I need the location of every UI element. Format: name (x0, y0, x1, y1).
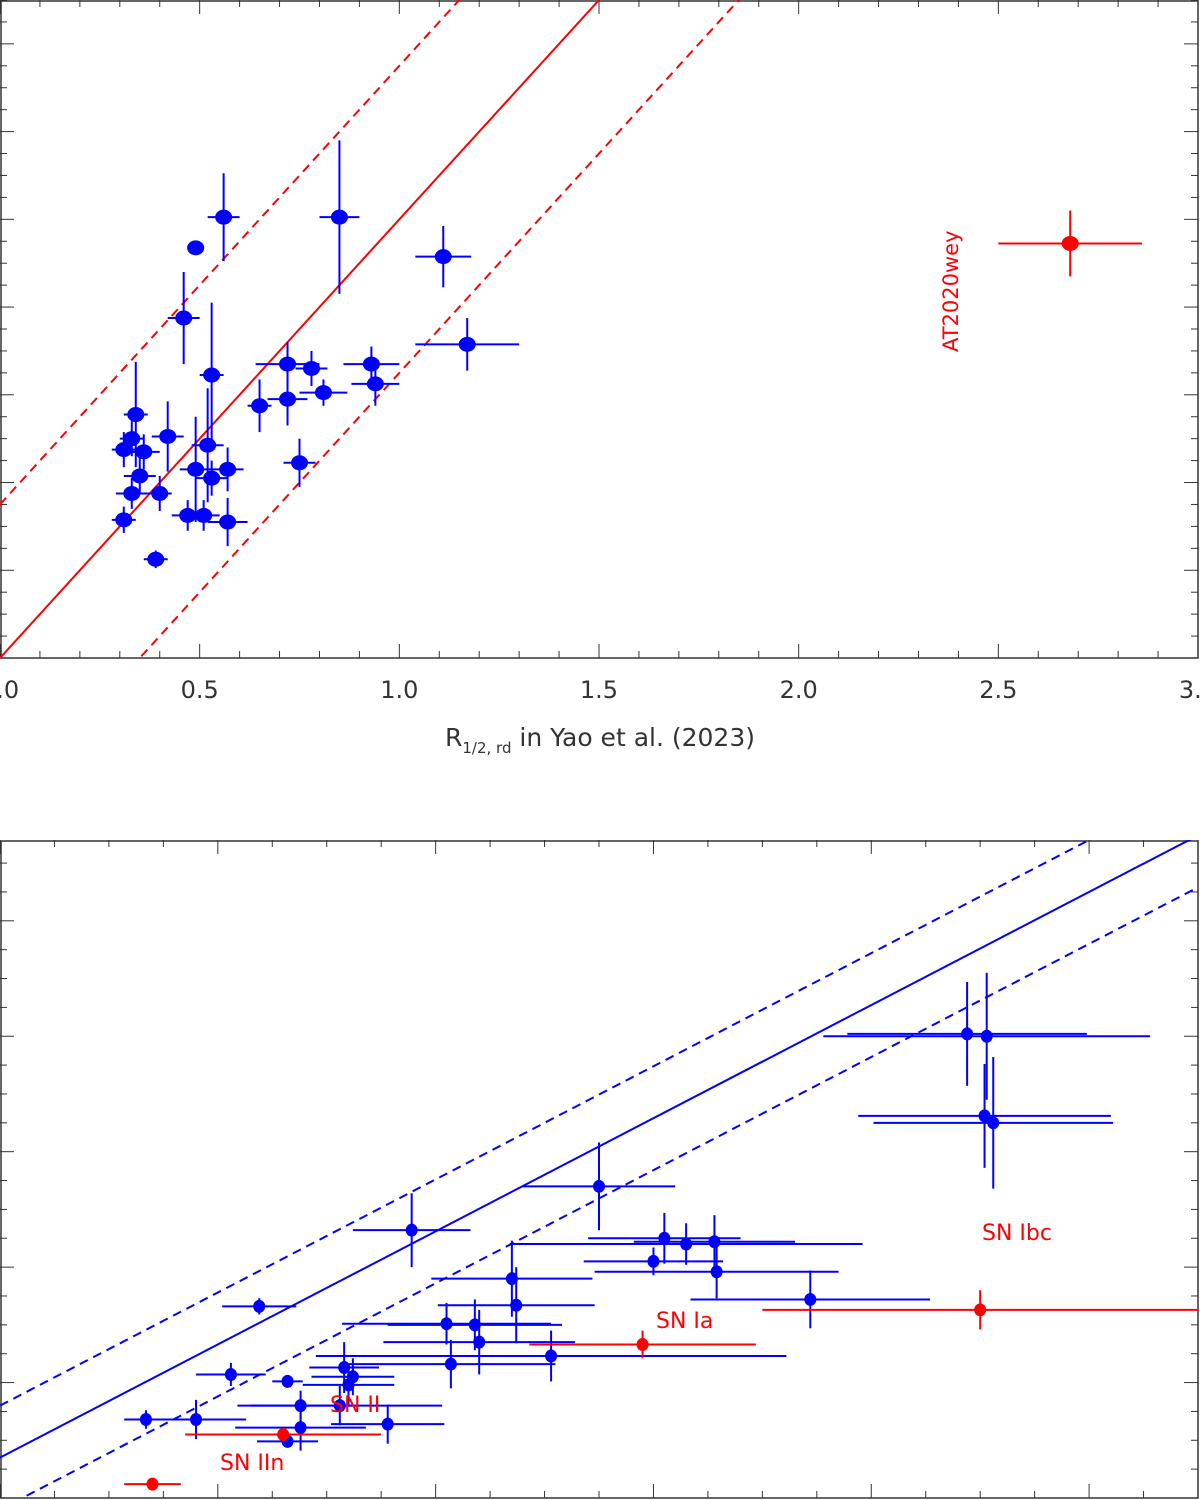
data-point (123, 431, 141, 447)
x-axis-label: R1/2, rd in Yao et al. (2023) (445, 723, 755, 757)
x-tick-label: 2.0 (780, 676, 818, 704)
top-panel: 0.0 0.5 1.0 1.5 2.0 2.5 3.0 (0, 0, 1200, 704)
data-point (224, 1367, 237, 1381)
data-point (1061, 235, 1079, 251)
x-tick-label: 0.0 (0, 676, 19, 704)
data-point (190, 1413, 203, 1427)
data-point (593, 1179, 605, 1193)
data-point (658, 1231, 671, 1245)
x-tick-label: 1.5 (580, 676, 618, 704)
data-point (135, 444, 153, 460)
data-point (366, 376, 384, 392)
data-point (505, 1272, 518, 1286)
data-point (219, 461, 237, 477)
data-point (291, 455, 308, 471)
annotation-sn-ia: SN Ia (656, 1309, 713, 1334)
data-point (980, 1029, 993, 1043)
data-point (330, 209, 348, 225)
data-point (978, 1109, 991, 1123)
data-point (131, 468, 149, 484)
plot-area (0, 0, 1143, 658)
data-point (468, 1318, 481, 1332)
annotation-sn-ibc: SN Ibc (982, 1221, 1052, 1246)
data-point (251, 398, 269, 414)
plot-area (0, 840, 1198, 1498)
data-point (294, 1421, 307, 1435)
data-point (279, 356, 297, 372)
fit-upper-bound (0, 0, 461, 506)
data-point (127, 407, 145, 423)
annotation-sn-iin: SN IIn (220, 1451, 284, 1476)
data-point (277, 1428, 290, 1442)
data-point (405, 1223, 418, 1237)
data-point (279, 391, 297, 407)
data-point (115, 512, 133, 528)
data-point (195, 507, 213, 523)
data-point (219, 514, 237, 530)
x-axis-label-rest: in Yao et al. (2023) (511, 723, 755, 752)
data-point (987, 1116, 1000, 1130)
x-axis-label-subscript: 1/2, rd (462, 739, 511, 757)
x-tick-label: 3.0 (1179, 676, 1200, 704)
data-point (961, 1027, 974, 1041)
bottom-panel (0, 840, 1199, 1499)
annotation-at2020wey: AT2020wey (939, 230, 963, 352)
plot-frame (0, 0, 1199, 659)
data-point (381, 1417, 394, 1431)
data-point (647, 1254, 660, 1268)
x-tick-label: 2.5 (979, 676, 1017, 704)
data-point (333, 1399, 346, 1413)
data-point (159, 428, 177, 444)
data-point (346, 1370, 359, 1384)
x-tick-label: 1.0 (380, 676, 418, 704)
data-point (147, 551, 165, 567)
fit-lower-bound (138, 0, 741, 658)
annotation-sn-ii: SN II (330, 1393, 380, 1418)
data-point (708, 1235, 721, 1249)
data-point (215, 209, 233, 225)
data-point (146, 1477, 159, 1491)
data-point (974, 1303, 987, 1317)
data-point (203, 367, 221, 383)
data-point (187, 461, 205, 477)
data-point (314, 385, 332, 401)
data-point (680, 1237, 693, 1251)
data-point (473, 1335, 486, 1349)
data-point (510, 1298, 523, 1312)
data-point (362, 356, 380, 372)
data-point (545, 1349, 558, 1363)
data-point (115, 442, 133, 458)
data-point (253, 1299, 266, 1313)
x-tick-label: 0.5 (181, 676, 219, 704)
data-point (175, 310, 193, 326)
data-point (203, 470, 221, 486)
data-point (123, 486, 141, 501)
data-point (151, 486, 169, 501)
data-point (187, 240, 205, 256)
data-point (804, 1292, 817, 1306)
data-point (440, 1317, 453, 1331)
x-axis-label-main: R (445, 723, 462, 752)
data-point (302, 360, 320, 376)
data-point (636, 1337, 649, 1351)
data-point (458, 336, 476, 352)
data-point (444, 1357, 457, 1371)
data-point (281, 1374, 294, 1388)
fit-line (0, 0, 601, 658)
data-point (199, 437, 217, 453)
fit-upper-bound (0, 840, 1092, 1407)
data-point (434, 249, 452, 265)
data-point (710, 1265, 723, 1279)
